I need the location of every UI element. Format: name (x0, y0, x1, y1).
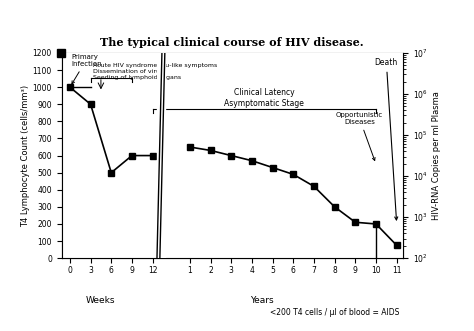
Y-axis label: HIV-RNA Copies per ml Plasma: HIV-RNA Copies per ml Plasma (432, 91, 441, 220)
Text: Weeks: Weeks (86, 296, 116, 305)
Text: Clinical Latency
Asymptomatic Stage: Clinical Latency Asymptomatic Stage (224, 88, 304, 108)
Text: <200 T4 cells / μl of blood = AIDS: <200 T4 cells / μl of blood = AIDS (270, 307, 399, 317)
Text: Years: Years (250, 296, 274, 305)
Bar (157, 53, 164, 258)
Text: Opportunistic
Diseases: Opportunistic Diseases (336, 112, 383, 161)
Text: Acute HIV syndrome: flu-like symptoms
Dissemination of virus
Seeding of lymphoid: Acute HIV syndrome: flu-like symptoms Di… (92, 63, 217, 80)
Text: Primary
Infection: Primary Infection (71, 54, 101, 84)
Title: The typical clinical course of HIV disease.: The typical clinical course of HIV disea… (100, 37, 364, 48)
Bar (157, 53, 164, 258)
Text: Data Break: Data Break (0, 330, 1, 331)
Text: Death: Death (375, 58, 398, 220)
Y-axis label: T4 Lymphocyte Count (cells/mm³): T4 Lymphocyte Count (cells/mm³) (21, 84, 30, 227)
